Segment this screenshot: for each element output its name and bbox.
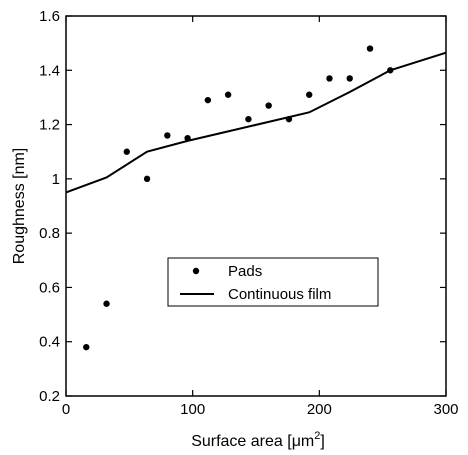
data-point-pads: [83, 343, 90, 351]
y-tick-label: 0.4: [39, 334, 60, 351]
series-line-continuous-film: [65, 51, 447, 194]
data-point-pads: [285, 115, 293, 123]
data-point-pads: [265, 102, 272, 109]
y-tick-label: 1.2: [39, 117, 60, 134]
x-tick-label: 0: [62, 401, 70, 418]
x-tick-label: 100: [180, 401, 205, 418]
legend-box: [167, 257, 379, 307]
plot-frame: [65, 15, 447, 397]
axis-ticks: 0 100 200 300 0.2 0.4 0.6 0.8 1 1.2 1.4 1.6: [39, 8, 458, 418]
legend-label-continuous-film: Continuous film: [228, 286, 331, 303]
x-axis-label: Surface area [μm2]: [191, 430, 325, 450]
data-point-pads: [184, 134, 191, 142]
y-tick-label: 0.2: [39, 388, 60, 405]
x-tick-label: 300: [433, 401, 458, 418]
y-axis-label: Roughness [nm]: [11, 148, 28, 265]
y-tick-label: 1: [52, 171, 60, 188]
data-point-pads: [224, 91, 232, 98]
data-point-pads: [366, 45, 374, 52]
data-point-pads: [346, 75, 353, 82]
data-point-pads: [387, 67, 394, 74]
x-tick-label: 200: [307, 401, 332, 418]
data-point-pads: [164, 132, 171, 139]
y-tick-label: 1.6: [39, 8, 60, 25]
y-tick-label: 0.8: [39, 225, 60, 242]
legend-label-pads: Pads: [228, 263, 262, 280]
data-point-pads: [143, 175, 151, 183]
data-point-pads: [204, 96, 212, 104]
legend-marker-pads: [192, 267, 200, 275]
y-tick-label: 0.6: [39, 279, 60, 296]
data-point-pads: [306, 91, 313, 98]
plot-area: [65, 15, 447, 397]
data-point-pads: [326, 75, 333, 82]
legend: Pads Continuous film: [167, 257, 379, 307]
data-point-pads: [245, 115, 252, 123]
series-layer: [65, 45, 447, 351]
y-tick-label: 1.4: [39, 62, 60, 79]
data-point-pads: [103, 300, 110, 307]
data-point-pads: [123, 148, 130, 155]
